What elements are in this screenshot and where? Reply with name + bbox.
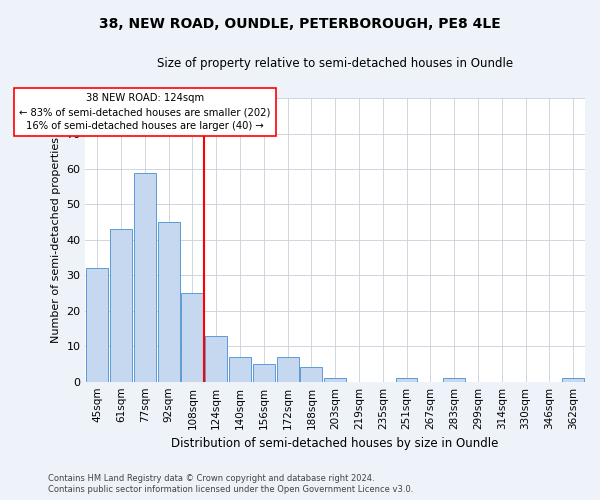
Text: 38, NEW ROAD, OUNDLE, PETERBOROUGH, PE8 4LE: 38, NEW ROAD, OUNDLE, PETERBOROUGH, PE8 …	[99, 18, 501, 32]
Bar	[301, 368, 322, 382]
Text: 38 NEW ROAD: 124sqm
← 83% of semi-detached houses are smaller (202)
16% of semi-: 38 NEW ROAD: 124sqm ← 83% of semi-detach…	[19, 93, 271, 131]
Bar	[110, 229, 132, 382]
Bar	[205, 336, 227, 382]
Bar	[443, 378, 465, 382]
Bar	[253, 364, 275, 382]
Bar	[158, 222, 179, 382]
Bar	[86, 268, 108, 382]
Bar	[395, 378, 418, 382]
Title: Size of property relative to semi-detached houses in Oundle: Size of property relative to semi-detach…	[157, 58, 513, 70]
Bar	[562, 378, 584, 382]
X-axis label: Distribution of semi-detached houses by size in Oundle: Distribution of semi-detached houses by …	[172, 437, 499, 450]
Bar	[134, 172, 156, 382]
Bar	[324, 378, 346, 382]
Text: Contains HM Land Registry data © Crown copyright and database right 2024.
Contai: Contains HM Land Registry data © Crown c…	[48, 474, 413, 494]
Y-axis label: Number of semi-detached properties: Number of semi-detached properties	[51, 137, 61, 343]
Bar	[229, 357, 251, 382]
Bar	[181, 293, 203, 382]
Bar	[277, 357, 299, 382]
